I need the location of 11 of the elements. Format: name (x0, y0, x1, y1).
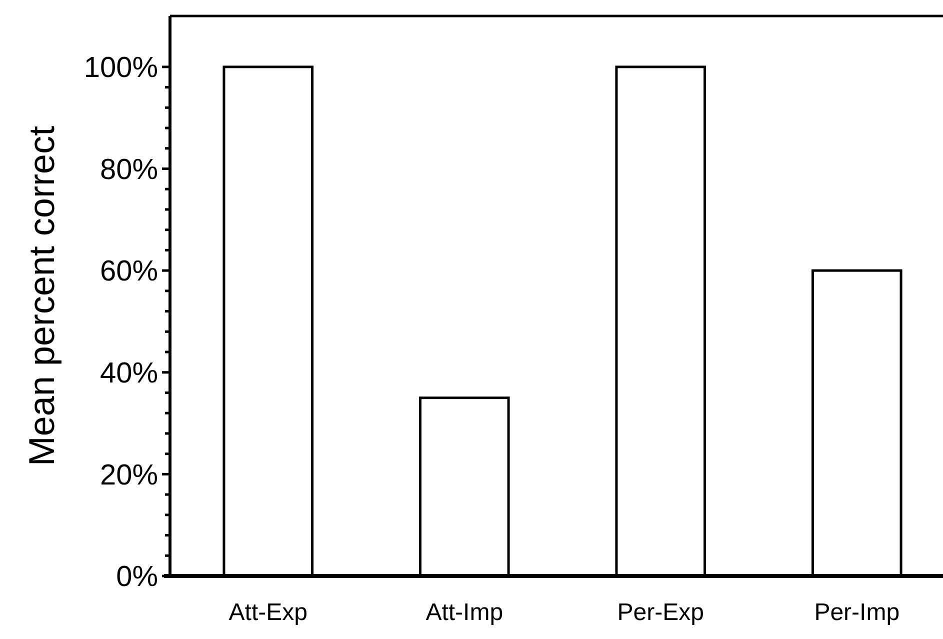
x-tick-label: Per-Imp (814, 599, 900, 626)
x-tick-label: Att-Exp (228, 599, 308, 626)
y-tick-label: 80% (100, 154, 158, 186)
y-tick-label: 0% (116, 561, 158, 594)
y-tick-label: 20% (100, 459, 158, 492)
y-axis-title: Mean percent correct (21, 126, 62, 466)
x-tick-label: Att-Imp (426, 599, 504, 626)
y-tick-label: 40% (100, 358, 158, 390)
x-tick-label: Per-Exp (617, 599, 704, 626)
y-tick-label: 60% (100, 256, 158, 288)
y-tick-label: 100% (84, 52, 158, 84)
